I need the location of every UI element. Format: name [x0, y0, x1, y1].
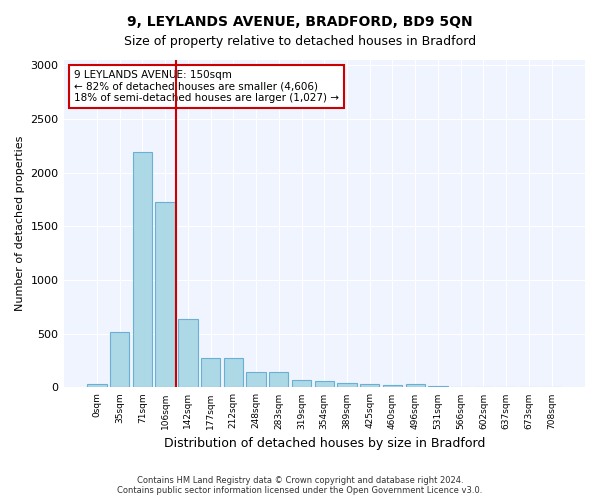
Bar [428, 386, 448, 388]
Bar [247, 372, 266, 388]
Text: 9 LEYLANDS AVENUE: 150sqm
← 82% of detached houses are smaller (4,606)
18% of se: 9 LEYLANDS AVENUE: 150sqm ← 82% of detac… [74, 70, 339, 103]
Bar [292, 380, 311, 388]
Bar [133, 152, 152, 388]
Bar [383, 384, 402, 388]
Bar [87, 384, 107, 388]
Bar [178, 318, 197, 388]
Bar [406, 384, 425, 388]
Text: Size of property relative to detached houses in Bradford: Size of property relative to detached ho… [124, 35, 476, 48]
Text: Contains HM Land Registry data © Crown copyright and database right 2024.
Contai: Contains HM Land Registry data © Crown c… [118, 476, 482, 495]
Bar [224, 358, 243, 388]
Bar [155, 202, 175, 388]
X-axis label: Distribution of detached houses by size in Bradford: Distribution of detached houses by size … [164, 437, 485, 450]
Bar [110, 332, 130, 388]
Bar [337, 383, 356, 388]
Bar [451, 387, 470, 388]
Text: 9, LEYLANDS AVENUE, BRADFORD, BD9 5QN: 9, LEYLANDS AVENUE, BRADFORD, BD9 5QN [127, 15, 473, 29]
Bar [269, 372, 289, 388]
Bar [360, 384, 379, 388]
Bar [201, 358, 220, 388]
Bar [314, 381, 334, 388]
Y-axis label: Number of detached properties: Number of detached properties [15, 136, 25, 312]
